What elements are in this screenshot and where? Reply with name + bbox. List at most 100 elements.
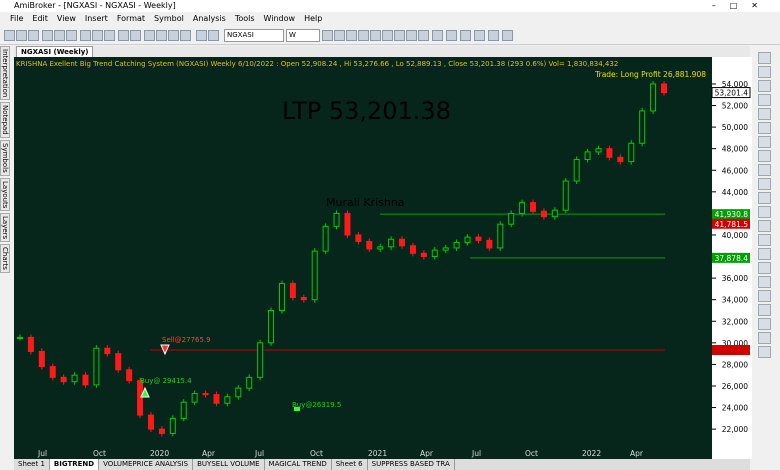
menu-item[interactable]: Format (116, 14, 146, 23)
menu-item[interactable]: Window (263, 14, 296, 23)
toolbar-button[interactable] (118, 30, 129, 41)
tool-button[interactable] (758, 332, 771, 344)
menu-item[interactable]: Tools (234, 14, 255, 23)
sheet-tab[interactable]: Sheet 1 (14, 459, 50, 470)
tool-button[interactable] (758, 108, 771, 120)
toolbar-button[interactable] (358, 30, 369, 41)
toolbar-button[interactable] (156, 30, 167, 41)
menu-item[interactable]: Insert (84, 14, 108, 23)
sell-note: Sell@27765.9 (162, 336, 211, 344)
toolbar-button[interactable] (16, 30, 27, 41)
x-tick-label: Apr (202, 449, 216, 458)
tool-button[interactable] (758, 304, 771, 316)
side-tab[interactable]: Charts (0, 244, 10, 274)
candle-body (475, 236, 482, 241)
toolbar-button[interactable] (460, 30, 471, 41)
menu-item[interactable]: Help (304, 14, 323, 23)
side-tab[interactable]: Layers (0, 213, 10, 243)
menu-item[interactable]: Symbol (154, 14, 184, 23)
tool-button[interactable] (758, 290, 771, 302)
tool-button[interactable] (758, 318, 771, 330)
toolbar-button[interactable] (394, 30, 405, 41)
sheet-tab[interactable]: BIGTREND (49, 459, 100, 470)
side-tab[interactable]: Notepad (0, 102, 10, 139)
interval-combo[interactable]: W (286, 29, 320, 42)
tool-button[interactable] (758, 94, 771, 106)
tool-button[interactable] (758, 66, 771, 78)
symbol-combo[interactable]: NGXASI (224, 29, 284, 42)
toolbar-button[interactable] (346, 30, 357, 41)
tool-button[interactable] (758, 192, 771, 204)
tool-button[interactable] (758, 164, 771, 176)
y-tick-label: 44,000 (722, 188, 748, 197)
candle-body (246, 376, 253, 389)
y-tick-label: 46,000 (722, 166, 748, 175)
toolbar-button[interactable] (168, 30, 179, 41)
candle-body (115, 353, 122, 371)
sheet-tab[interactable]: VOLUMEPRICE ANALYSIS (99, 459, 194, 470)
toolbar-button[interactable] (370, 30, 381, 41)
menu-item[interactable]: Analysis (192, 14, 226, 23)
tool-button[interactable] (758, 206, 771, 218)
toolbar-button[interactable] (196, 30, 207, 41)
tool-button[interactable] (758, 248, 771, 260)
tool-button[interactable] (758, 346, 771, 358)
menu-item[interactable]: View (56, 14, 76, 23)
toolbar-button[interactable] (54, 30, 65, 41)
toolbar-button[interactable] (406, 30, 417, 41)
tool-button[interactable] (758, 276, 771, 288)
toolbar-button[interactable] (432, 30, 443, 41)
candle-body (628, 142, 635, 163)
candle-body (147, 414, 154, 430)
toolbar-button[interactable] (382, 30, 393, 41)
side-tab[interactable]: Layouts (0, 177, 10, 212)
toolbar-button[interactable] (446, 30, 457, 41)
right-toolbar (752, 46, 780, 458)
toolbar-button[interactable] (322, 30, 333, 41)
tool-button[interactable] (758, 52, 771, 64)
side-tab[interactable]: Symbols (0, 140, 10, 176)
candle-body (366, 240, 373, 250)
sheet-tab[interactable]: BUYSELL VOLUME (193, 459, 265, 470)
tool-button[interactable] (758, 220, 771, 232)
toolbar-button[interactable] (474, 30, 485, 41)
tool-button[interactable] (758, 136, 771, 148)
tool-button[interactable] (758, 262, 771, 274)
tool-button[interactable] (758, 178, 771, 190)
toolbar-button[interactable] (104, 30, 115, 41)
sheet-tab[interactable]: SUPPRESS BASED TRA (368, 459, 455, 470)
menu-item[interactable]: Edit (32, 14, 48, 23)
toolbar-button[interactable] (488, 30, 499, 41)
tool-button[interactable] (758, 150, 771, 162)
toolbar-button[interactable] (144, 30, 155, 41)
menu-item[interactable]: File (10, 14, 24, 23)
window-controls[interactable]: –□✕ (711, 1, 772, 10)
toolbar-button[interactable] (502, 30, 513, 41)
y-tick-label: 22,000 (722, 425, 748, 434)
candle-body (464, 236, 471, 244)
toolbar-button[interactable] (334, 30, 345, 41)
toolbar-button[interactable] (28, 30, 39, 41)
level-badge (712, 209, 750, 220)
buy-note: Buy@26319.5 (292, 401, 341, 409)
toolbar-button[interactable] (66, 30, 77, 41)
toolbar-button[interactable] (92, 30, 103, 41)
candle-body (180, 401, 187, 419)
toolbar-button[interactable] (4, 30, 15, 41)
toolbar-button[interactable] (180, 30, 191, 41)
candle-body (158, 428, 165, 434)
toolbar-button[interactable] (42, 30, 53, 41)
side-tab[interactable]: Interpretation (0, 46, 10, 101)
toolbar-button[interactable] (80, 30, 91, 41)
tool-button[interactable] (758, 234, 771, 246)
tool-button[interactable] (758, 122, 771, 134)
sheet-tab[interactable]: Sheet 6 (332, 459, 368, 470)
candle-body (322, 225, 329, 252)
toolbar-button[interactable] (130, 30, 141, 41)
candle-body (333, 212, 340, 227)
tool-button[interactable] (758, 80, 771, 92)
sheet-tab[interactable]: MAGICAL TREND (265, 459, 332, 470)
toolbar-button[interactable] (208, 30, 219, 41)
toolbar-button[interactable] (418, 30, 429, 41)
candle-body (213, 394, 220, 404)
